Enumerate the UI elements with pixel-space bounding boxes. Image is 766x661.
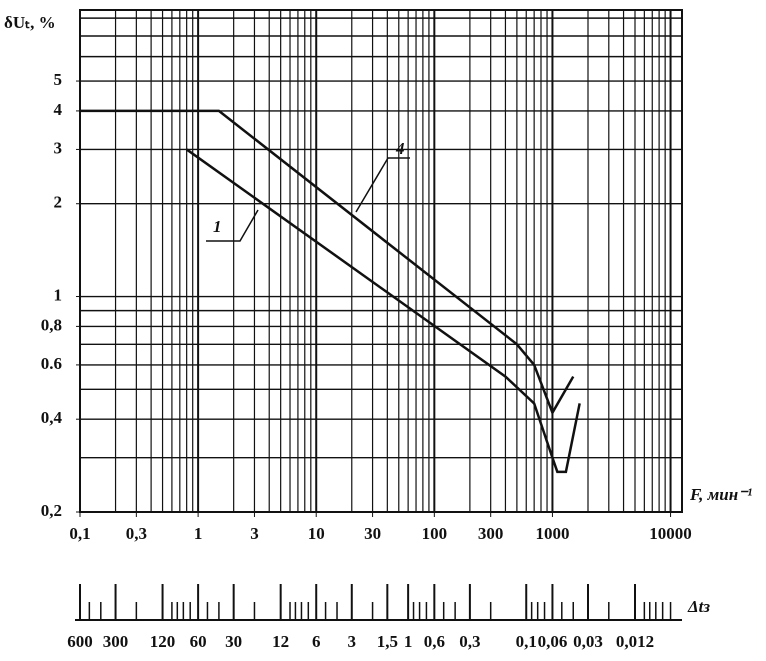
y-tick-label: 4 (54, 100, 63, 119)
x2-tick-label: 6 (312, 632, 321, 651)
x-tick-label: 0,3 (126, 524, 147, 543)
x2-tick-label: 30 (225, 632, 242, 651)
y-tick-label: 3 (54, 138, 63, 157)
y-tick-label: 2 (54, 193, 63, 212)
x-tick-label: 3 (250, 524, 259, 543)
x2-tick-label: 1,5 (377, 632, 398, 651)
x2-tick-label: 0,012 (616, 632, 654, 651)
x2-tick-label: 600 (67, 632, 93, 651)
series-label: 4 (395, 139, 405, 158)
x-tick-label: 10 (308, 524, 325, 543)
x2-tick-label: 0,1 (516, 632, 537, 651)
y-tick-label: 0.6 (41, 354, 62, 373)
x-axis-label: F, мин⁻¹ (689, 485, 752, 504)
line-series (80, 109, 575, 416)
x2-tick-label: 60 (190, 632, 207, 651)
x2-tick-label: 300 (103, 632, 129, 651)
x2-tick-label: 12 (272, 632, 289, 651)
series-label: 1 (213, 217, 222, 236)
plot-frame (79, 9, 683, 513)
x-tick-label: 100 (422, 524, 448, 543)
x2-tick-label: 1 (404, 632, 413, 651)
x2-tick-label: 120 (150, 632, 176, 651)
y-tick-label: 0,8 (41, 315, 62, 334)
x2-axis-label: Δtз (687, 597, 710, 616)
y-tick-label: 0,4 (41, 408, 63, 427)
line-series (185, 148, 581, 474)
x2-tick-label: 3 (348, 632, 357, 651)
x-tick-label: 1000 (535, 524, 569, 543)
x2-tick-label: 0,3 (459, 632, 480, 651)
x-tick-label: 10000 (649, 524, 692, 543)
leader-line (355, 157, 410, 213)
x2-tick-label: 0,03 (573, 632, 603, 651)
y-tick-label: 1 (54, 285, 63, 304)
y-tick-label: 5 (54, 70, 63, 89)
x-tick-label: 300 (478, 524, 504, 543)
leader-line (206, 209, 259, 242)
x-tick-label: 30 (364, 524, 381, 543)
x-tick-label: 1 (194, 524, 203, 543)
y-axis-label: δUₜ, % (4, 13, 56, 32)
x2-tick-label: 0,6 (424, 632, 445, 651)
y-tick-label: 0,2 (41, 501, 62, 520)
x2-tick-label: 0,06 (538, 632, 568, 651)
x-tick-label: 0,1 (69, 524, 90, 543)
